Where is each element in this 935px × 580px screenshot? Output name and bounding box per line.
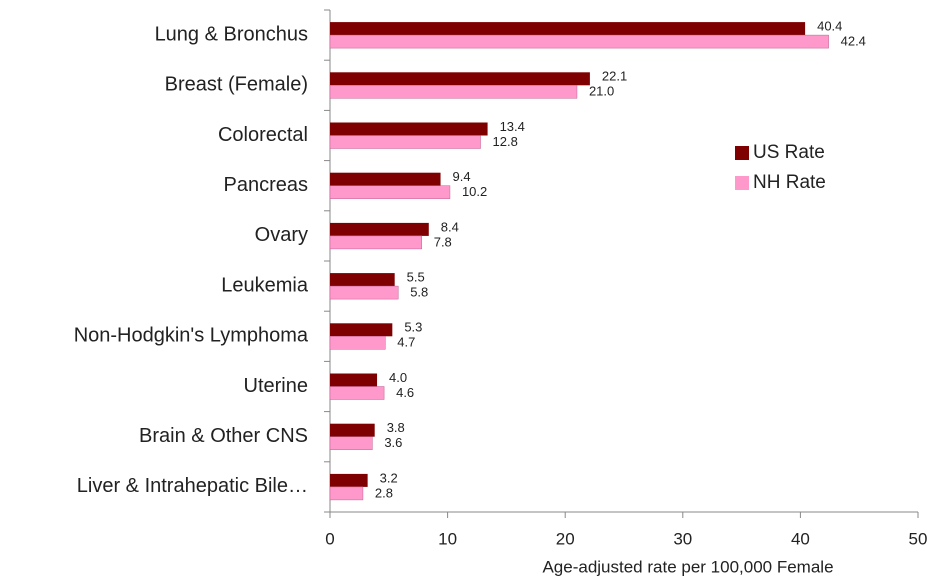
value-label: 5.8 bbox=[410, 285, 428, 300]
bar bbox=[330, 273, 395, 287]
y-tick-label: Brain & Other CNS bbox=[139, 425, 308, 447]
value-label: 22.1 bbox=[602, 69, 627, 84]
bar bbox=[330, 22, 806, 36]
x-tick-label: 20 bbox=[556, 529, 575, 548]
value-label: 13.4 bbox=[500, 119, 525, 134]
bar bbox=[330, 373, 378, 387]
x-tick-label: 50 bbox=[909, 529, 928, 548]
value-label: 40.4 bbox=[817, 19, 842, 34]
bar bbox=[330, 72, 590, 86]
bar bbox=[330, 222, 429, 236]
legend-swatch bbox=[735, 176, 749, 190]
x-tick-label: 30 bbox=[673, 529, 692, 548]
bar bbox=[330, 172, 441, 186]
value-label: 3.6 bbox=[384, 435, 402, 450]
legend-label: NH Rate bbox=[753, 172, 826, 193]
y-tick-label: Pancreas bbox=[224, 174, 309, 196]
value-label: 42.4 bbox=[841, 34, 866, 49]
bar bbox=[329, 486, 364, 501]
bar bbox=[329, 185, 451, 199]
legend-label: US Rate bbox=[753, 142, 825, 163]
bar bbox=[329, 85, 578, 99]
x-tick-label: 40 bbox=[791, 529, 810, 548]
value-label: 3.8 bbox=[387, 420, 405, 435]
bar bbox=[329, 285, 399, 300]
bar bbox=[329, 34, 829, 49]
value-label: 10.2 bbox=[462, 184, 487, 199]
bar bbox=[330, 323, 393, 337]
y-tick-label: Colorectal bbox=[218, 124, 308, 146]
y-tick-label: Leukemia bbox=[221, 274, 309, 296]
value-label: 2.8 bbox=[375, 485, 393, 500]
bar bbox=[329, 235, 422, 250]
y-tick-label: Breast (Female) bbox=[165, 74, 308, 96]
value-label: 8.4 bbox=[441, 219, 459, 234]
y-tick-label: Lung & Bronchus bbox=[155, 23, 308, 45]
value-label: 5.5 bbox=[407, 270, 425, 285]
x-tick-label: 0 bbox=[325, 529, 334, 548]
value-label: 4.7 bbox=[397, 335, 415, 350]
value-label: 9.4 bbox=[453, 169, 471, 184]
bar bbox=[330, 473, 368, 487]
y-tick-label: Ovary bbox=[255, 224, 308, 246]
x-tick-label: 10 bbox=[438, 529, 457, 548]
bar bbox=[329, 135, 481, 149]
x-axis-label: Age-adjusted rate per 100,000 Female bbox=[542, 557, 833, 576]
bar bbox=[330, 423, 375, 437]
bar bbox=[329, 436, 373, 450]
legend-swatch bbox=[735, 146, 749, 160]
value-label: 5.3 bbox=[404, 320, 422, 335]
value-label: 3.2 bbox=[380, 470, 398, 485]
bar bbox=[329, 336, 386, 350]
bar bbox=[330, 122, 488, 136]
y-tick-label: Non-Hodgkin's Lymphoma bbox=[74, 325, 309, 347]
y-tick-label: Liver & Intrahepatic Bile… bbox=[77, 475, 308, 497]
value-label: 4.0 bbox=[389, 370, 407, 385]
bar bbox=[329, 386, 385, 400]
value-label: 21.0 bbox=[589, 84, 614, 99]
value-label: 7.8 bbox=[434, 234, 452, 249]
value-label: 12.8 bbox=[493, 134, 518, 149]
y-tick-label: Uterine bbox=[244, 375, 308, 397]
value-label: 4.6 bbox=[396, 385, 414, 400]
